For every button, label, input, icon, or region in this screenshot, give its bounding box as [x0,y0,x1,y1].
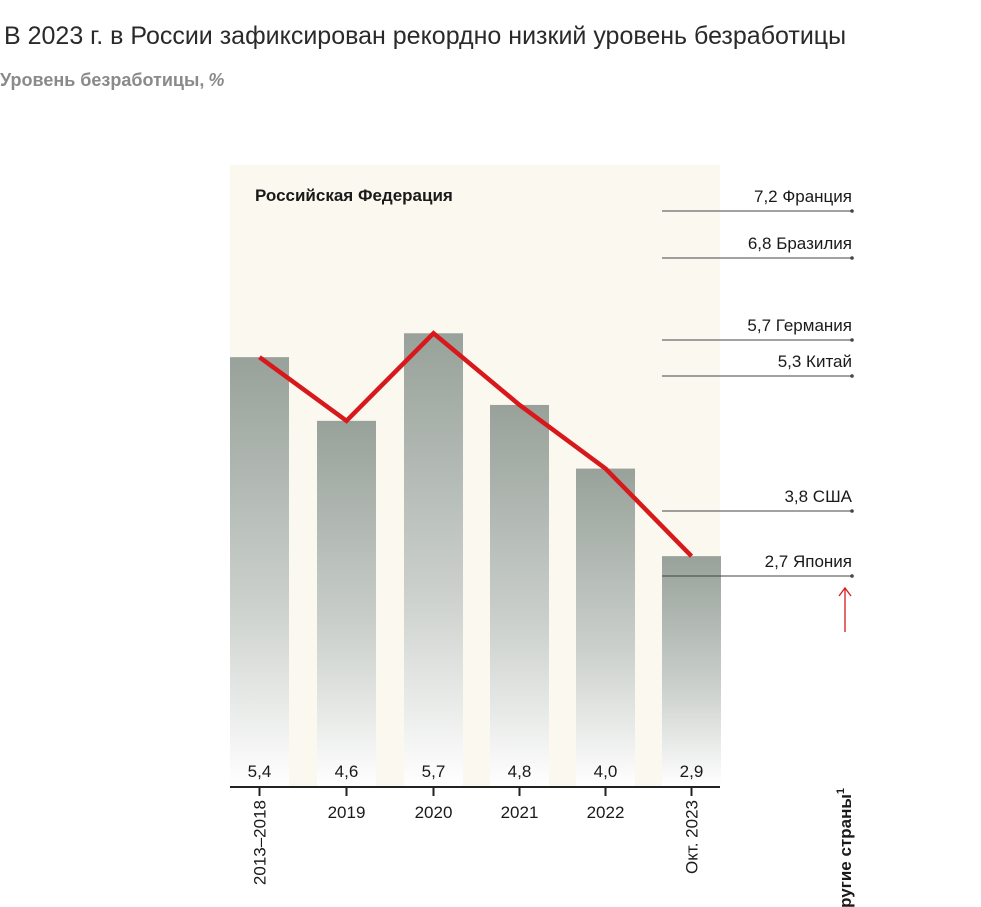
reference-label: 7,2 Франция [754,187,852,206]
reference-label: 3,8 США [784,487,852,506]
reference-label: 2,7 Япония [765,552,852,571]
bar-value-label: 5,4 [248,762,272,781]
reference-line-end [850,209,854,213]
bar [230,357,289,787]
reference-line-end [850,256,854,260]
reference-line-end [850,374,854,378]
subtitle-text: Уровень безработицы, [0,70,205,90]
bar-value-label: 4,0 [594,762,618,781]
bar-value-label: 4,6 [335,762,359,781]
arrow-head-icon [838,586,852,597]
x-tick-label: 2022 [587,803,625,822]
bar [576,468,635,787]
x-tick-label: 2021 [501,803,539,822]
footnote-marker: 1 [835,788,847,794]
subtitle-unit: % [208,70,225,90]
trend-line [258,330,694,558]
bar-value-label: 2,9 [680,762,704,781]
chart-panel-background [230,165,720,787]
reference-line-end [850,509,854,513]
chart-subtitle: Уровень безработицы,% [0,70,224,91]
reference-label: 5,3 Китай [778,352,852,371]
reference-line-end [850,574,854,578]
x-tick-label: 2013–2018 [251,800,270,885]
other-countries-label: Другие страны1 [835,586,855,907]
chart-title: В 2023 г. в России зафиксирован рекордно… [4,22,847,50]
other-countries-title-text: Другие страны [836,794,855,907]
x-tick-label: 2019 [328,803,366,822]
panel-label: Российская Федерация [255,186,453,205]
bar [490,404,549,787]
reference-label: 5,7 Германия [747,316,852,335]
bar [404,333,463,787]
bar [662,556,721,787]
x-tick-label: Окт. 2023 [683,800,702,874]
reference-line-end [850,338,854,342]
bar-value-label: 5,7 [422,762,446,781]
x-tick-label: 2020 [415,803,453,822]
bar [317,420,376,787]
reference-label: 6,8 Бразилия [748,234,852,253]
bar-value-label: 4,8 [508,762,532,781]
other-countries-title: Другие страны1 [835,788,855,907]
